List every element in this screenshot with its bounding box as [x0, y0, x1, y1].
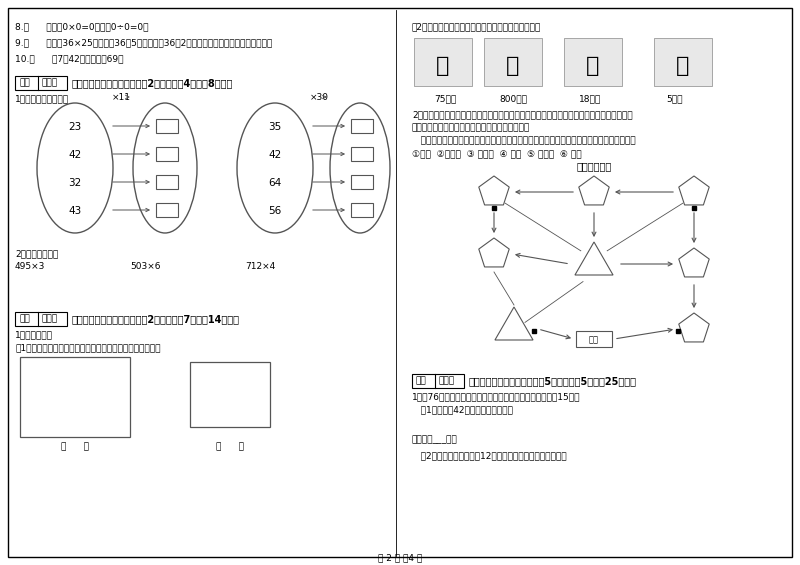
Text: 2．走进动物园大门，正北面是狮子山和熊猫馆，狮子山的东侧是飞禽馆，西侧是鹿园，大象: 2．走进动物园大门，正北面是狮子山和熊猫馆，狮子山的东侧是飞禽馆，西侧是鹿园，大… — [412, 110, 633, 119]
Text: 评卷人: 评卷人 — [42, 314, 58, 323]
Text: 得分: 得分 — [416, 376, 426, 385]
Bar — [351, 175, 373, 189]
Text: 43: 43 — [68, 206, 82, 216]
Text: 第 2 页 共4 页: 第 2 页 共4 页 — [378, 553, 422, 562]
Bar — [564, 38, 622, 86]
Text: 56: 56 — [268, 206, 282, 216]
Text: 答：收款___元。: 答：收款___元。 — [412, 435, 458, 444]
Bar — [576, 331, 612, 347]
Text: 18千米: 18千米 — [579, 94, 602, 103]
Polygon shape — [678, 248, 710, 277]
Polygon shape — [478, 238, 510, 267]
Text: ①狮山  ②熊猫馆  ③ 飞禽馆  ④ 鹿园  ⑤ 大象馆  ⑥ 鱼馆: ①狮山 ②熊猫馆 ③ 飞禽馆 ④ 鹿园 ⑤ 大象馆 ⑥ 鱼馆 — [412, 149, 582, 158]
Text: 75千米: 75千米 — [434, 94, 456, 103]
Text: 得分: 得分 — [19, 314, 30, 323]
Text: 23: 23 — [68, 122, 82, 132]
Text: 四、看清题目，细心计算（共2小题，每题4分，共8分）。: 四、看清题目，细心计算（共2小题，每题4分，共8分）。 — [72, 78, 234, 88]
Bar — [156, 119, 178, 133]
Bar — [654, 38, 712, 86]
Text: 35: 35 — [268, 122, 282, 132]
Text: ×30: ×30 — [310, 93, 329, 102]
Text: 机: 机 — [586, 56, 600, 76]
Text: 评卷人: 评卷人 — [42, 78, 58, 87]
Text: 503×6: 503×6 — [130, 262, 161, 271]
Text: （1）已售出42张票，收款多少元？: （1）已售出42张票，收款多少元？ — [412, 405, 513, 414]
Text: （      ）: （ ） — [61, 442, 89, 451]
Bar — [351, 203, 373, 217]
Polygon shape — [678, 176, 710, 205]
Text: 动物园导游图: 动物园导游图 — [576, 161, 612, 171]
Text: 2．估算并计算。: 2．估算并计算。 — [15, 249, 58, 258]
Text: 42: 42 — [268, 150, 282, 160]
Text: 495×3: 495×3 — [15, 262, 46, 271]
Text: 馆和鱼馆的场地分别在动物园的东北角和西北角。: 馆和鱼馆的场地分别在动物园的东北角和西北角。 — [412, 123, 530, 132]
Bar — [156, 175, 178, 189]
Bar — [15, 312, 67, 326]
Text: 1．算一算，填一填。: 1．算一算，填一填。 — [15, 94, 69, 103]
Text: 车: 车 — [506, 56, 520, 76]
Bar — [20, 357, 130, 437]
Text: 8.（      ）因为0×0=0，所以0÷0=0。: 8.（ ）因为0×0=0，所以0÷0=0。 — [15, 22, 149, 31]
Polygon shape — [495, 307, 533, 340]
Polygon shape — [575, 242, 613, 275]
Bar — [156, 203, 178, 217]
Polygon shape — [478, 176, 510, 205]
Text: 五、认真思考，综合能力（共2小题，每题7分，共14分）。: 五、认真思考，综合能力（共2小题，每题7分，共14分）。 — [72, 314, 240, 324]
Polygon shape — [678, 313, 710, 342]
Bar — [412, 374, 464, 388]
Text: （2），把每小叶行的路程与合适的出行方式连起来。: （2），把每小叶行的路程与合适的出行方式连起来。 — [412, 22, 542, 31]
Bar — [15, 76, 67, 90]
Text: 车: 车 — [676, 56, 690, 76]
Text: 人: 人 — [436, 56, 450, 76]
Text: 1．实践操作：: 1．实践操作： — [15, 330, 53, 339]
Text: 评卷人: 评卷人 — [438, 376, 454, 385]
Bar — [414, 38, 472, 86]
Text: 5千米: 5千米 — [666, 94, 682, 103]
Text: ×11: ×11 — [112, 93, 131, 102]
Text: 1．朐76个座位的森林音乐厅将举行音乐会，每张票售价是15元。: 1．朐76个座位的森林音乐厅将举行音乐会，每张票售价是15元。 — [412, 392, 581, 401]
Text: 32: 32 — [68, 178, 82, 188]
Bar — [156, 147, 178, 161]
Text: （      ）: （ ） — [216, 442, 244, 451]
Text: （2）把剩余的票按每张12元全部售出，可以收款多少元？: （2）把剩余的票按每张12元全部售出，可以收款多少元？ — [412, 451, 566, 460]
Bar — [351, 119, 373, 133]
Text: 10.（      ）7个42相加的和是69。: 10.（ ）7个42相加的和是69。 — [15, 54, 123, 63]
Text: 根据小强的描述，请你把这些动物场馆所在的位置，在动物园的导游图上用序号表示出来。: 根据小强的描述，请你把这些动物场馆所在的位置，在动物园的导游图上用序号表示出来。 — [412, 136, 636, 145]
Text: 大门: 大门 — [589, 335, 599, 344]
Text: 64: 64 — [268, 178, 282, 188]
Text: 得分: 得分 — [19, 78, 30, 87]
Text: 800千米: 800千米 — [499, 94, 527, 103]
Text: 9.（      ）计算36×25时，先把36和5相乘，再把36和2相乘，最后把两次乘得的结果相加。: 9.（ ）计算36×25时，先把36和5相乘，再把36和2相乘，最后把两次乘得的… — [15, 38, 272, 47]
Bar — [190, 362, 270, 427]
Text: 712×4: 712×4 — [245, 262, 275, 271]
Text: 六、活用知识，解决问题（共5小题，每题5分，共25分）。: 六、活用知识，解决问题（共5小题，每题5分，共25分）。 — [469, 376, 637, 386]
Bar — [484, 38, 542, 86]
Bar — [351, 147, 373, 161]
Polygon shape — [578, 176, 610, 205]
Text: 42: 42 — [68, 150, 82, 160]
Text: （1），量出下面各图形中每条边的长度。（以毫米为单位）: （1），量出下面各图形中每条边的长度。（以毫米为单位） — [15, 343, 161, 352]
